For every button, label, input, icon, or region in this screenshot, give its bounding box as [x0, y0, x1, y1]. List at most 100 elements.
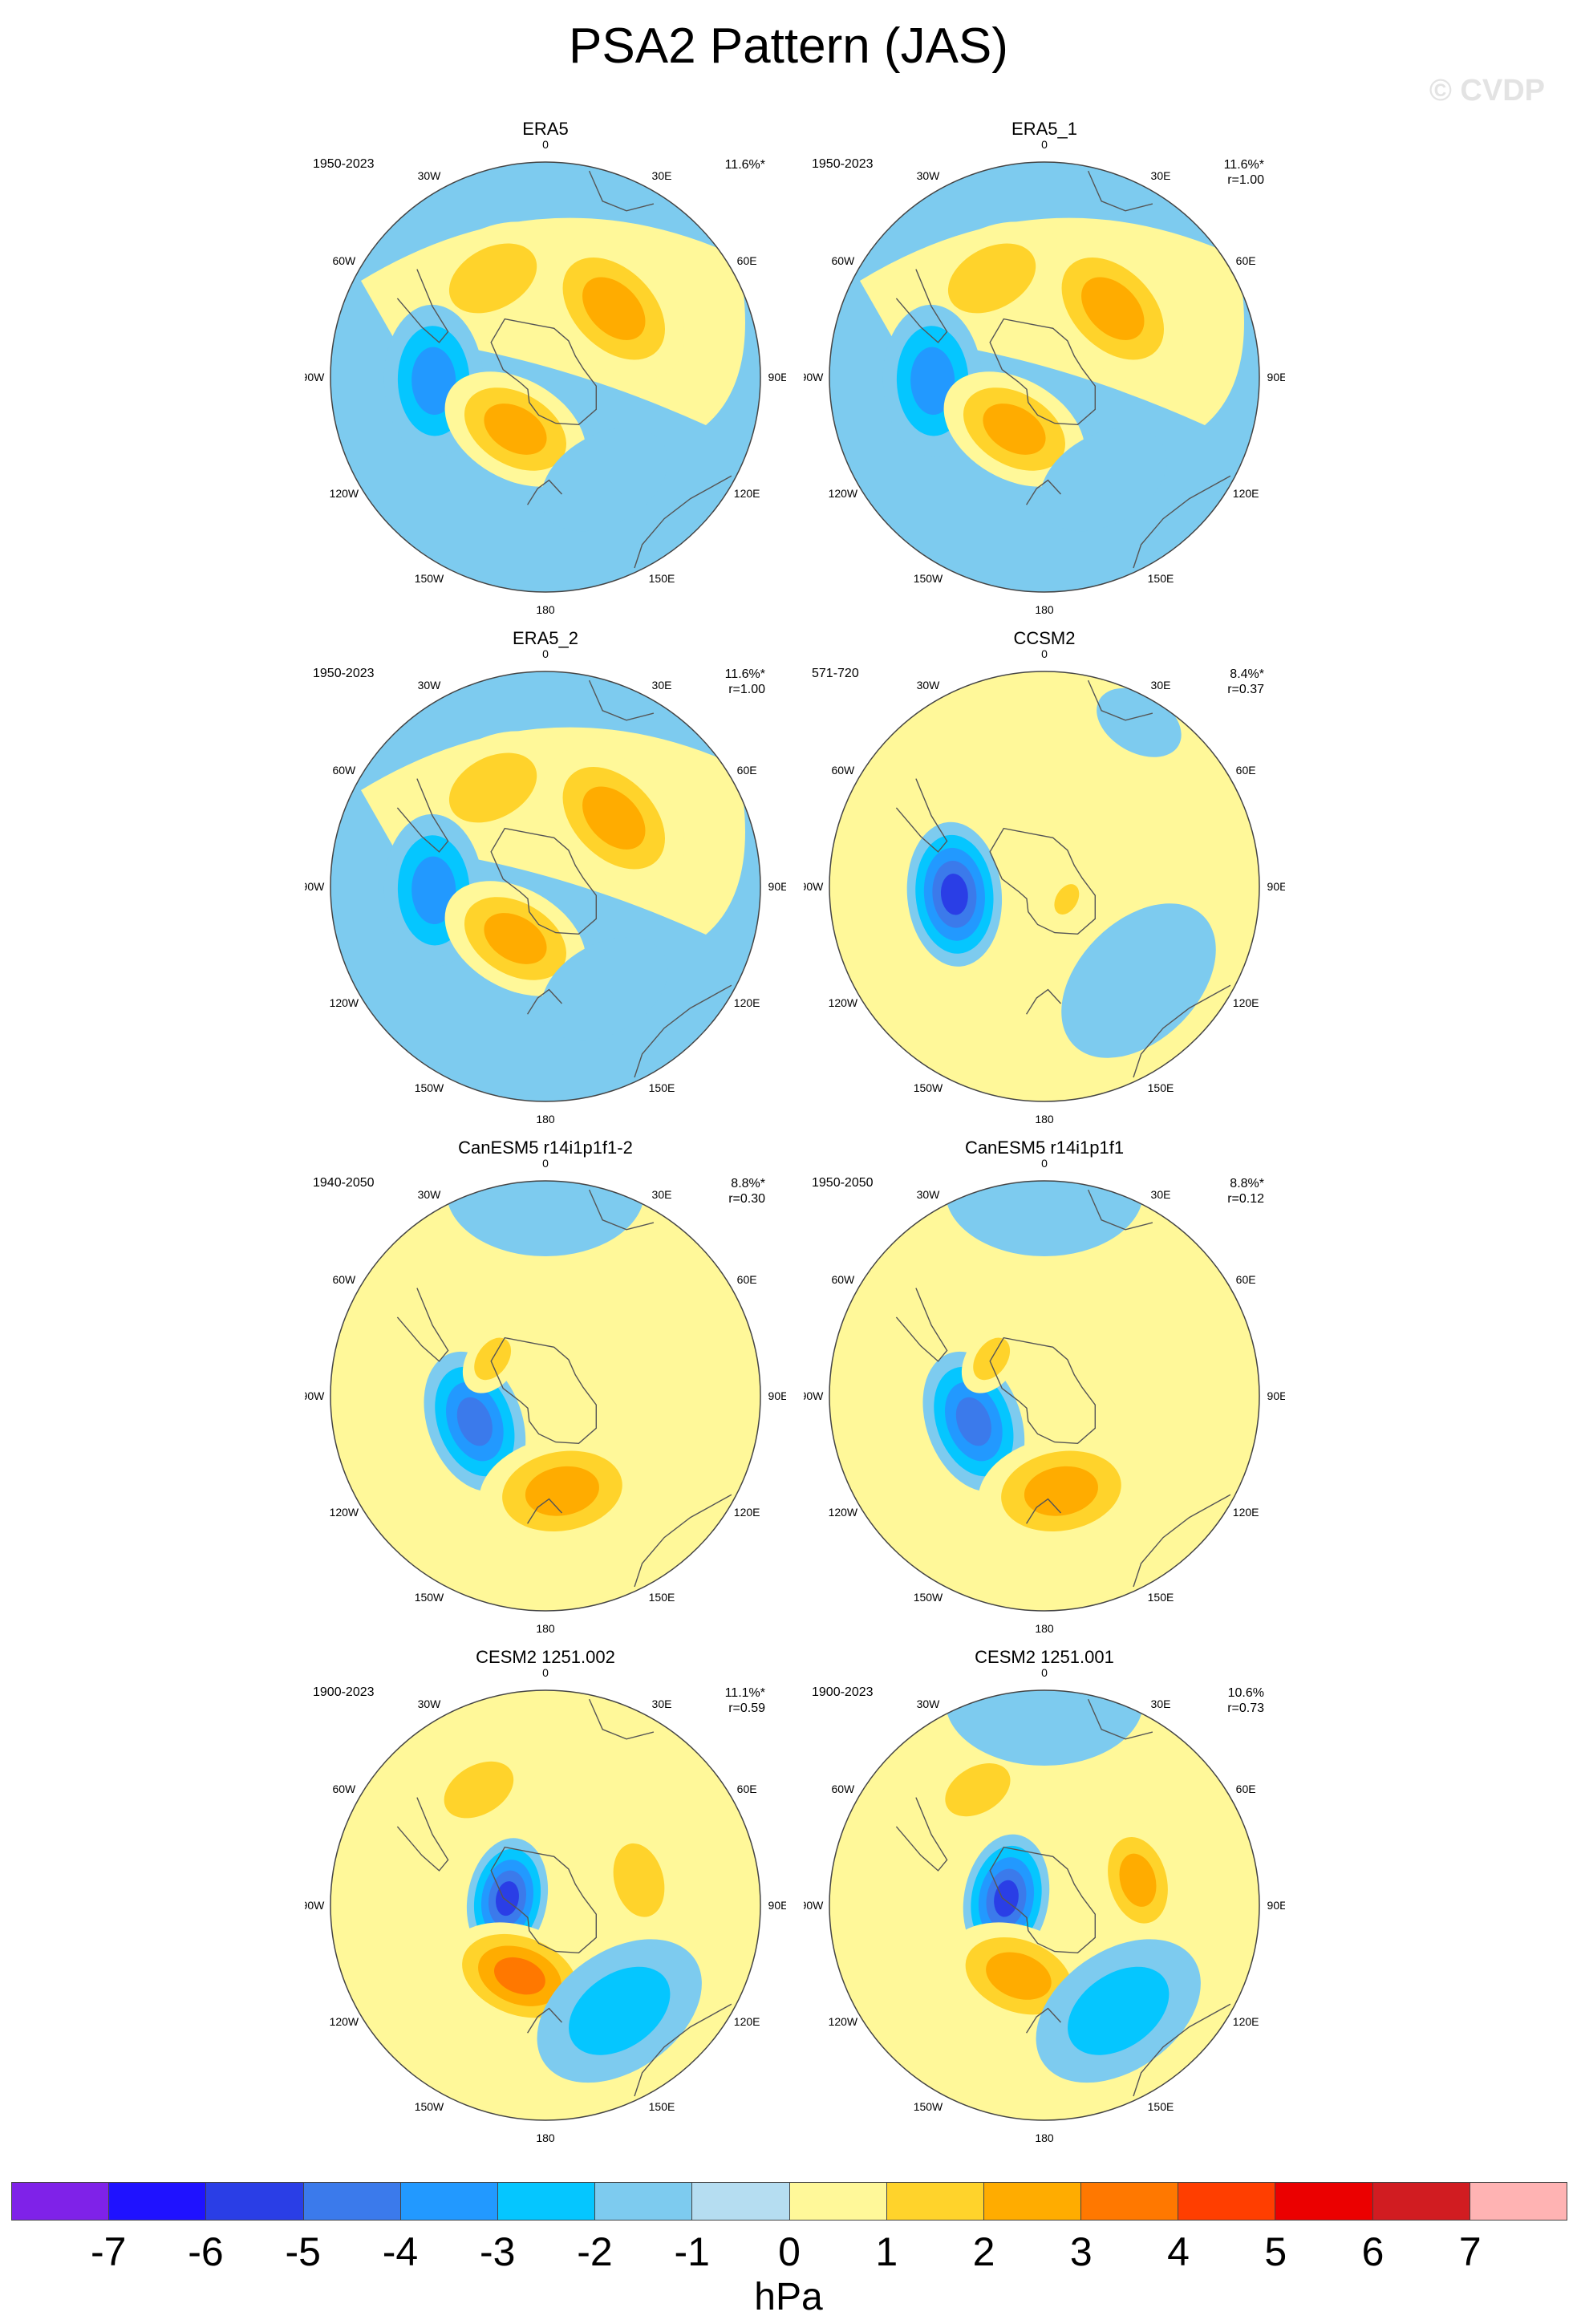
colorbar-swatch	[497, 2183, 595, 2220]
panel-years: 1950-2023	[313, 667, 375, 680]
new-zealand-coastline	[1026, 1498, 1062, 1524]
map-panel: 0 30E 60E 90E 120E 150E 180 150W 120W 90W 60W 30W CE…	[305, 1647, 786, 2156]
longitude-label: 60W	[831, 1273, 855, 1286]
longitude-label: 60E	[737, 254, 757, 267]
map-boundary	[330, 1180, 761, 1612]
colorbar-tick-label: 0	[778, 2229, 801, 2274]
longitude-label: 150E	[649, 572, 675, 585]
panel-pattern-correlation: r=0.12	[1227, 1192, 1264, 1206]
map-boundary	[829, 161, 1260, 593]
longitude-label: 180	[1035, 603, 1054, 616]
longitude-label: 150W	[914, 2100, 943, 2113]
longitude-label: 120W	[330, 487, 359, 500]
anomaly-contour	[448, 243, 537, 314]
panel-variance-pct: 11.1%*	[724, 1686, 765, 1700]
colorbar-tick-label: -3	[480, 2229, 516, 2274]
antarctica-coastline	[490, 318, 597, 426]
longitude-label: 90W	[305, 371, 325, 383]
longitude-label: 150W	[415, 1591, 444, 1604]
map-panel: 0 30E 60E 90E 120E 150E 180 150W 120W 90W 60W 30W ER…	[804, 119, 1285, 628]
anomaly-contour	[446, 1181, 645, 1256]
longitude-label: 0	[542, 1666, 549, 1679]
longitude-label: 150E	[649, 1591, 675, 1604]
map-boundary	[330, 1689, 761, 2121]
anomaly-contour	[910, 347, 955, 416]
polar-map: 0 30E 60E 90E 120E 150E 180 150W 120W 90W 60W 30W	[804, 1666, 1285, 2144]
africa-coastline	[588, 1698, 655, 1740]
longitude-label: 90E	[1267, 1899, 1285, 1912]
longitude-label: 180	[536, 1113, 555, 1125]
longitude-label: 60E	[1236, 254, 1256, 267]
panel-stats: 11.1%* r=0.59	[725, 1685, 765, 1716]
longitude-label: 0	[1041, 1157, 1048, 1170]
longitude-label: 180	[1035, 1113, 1054, 1125]
australia-coastline	[1133, 475, 1231, 569]
longitude-label: 180	[1035, 1622, 1054, 1635]
longitude-label: 0	[542, 1157, 549, 1170]
longitude-label: 150E	[1148, 572, 1174, 585]
longitude-label: 0	[1041, 138, 1048, 151]
south-america-coastline	[895, 1797, 948, 1872]
panel-years: 1900-2023	[812, 1685, 874, 1699]
longitude-label: 60W	[831, 254, 855, 267]
longitude-label: 120W	[829, 2015, 858, 2028]
colorbar-tick-label: -1	[674, 2229, 710, 2274]
antarctica-coastline	[989, 827, 1096, 935]
panel-variance-pct: 8.8%*	[1230, 1177, 1264, 1190]
anomaly-contour	[1119, 1853, 1157, 1907]
longitude-label: 60W	[831, 764, 855, 777]
longitude-label: 60W	[332, 1783, 356, 1795]
longitude-label: 0	[1041, 647, 1048, 660]
longitude-label: 180	[536, 2131, 555, 2144]
longitude-label: 60E	[737, 1783, 757, 1795]
longitude-label: 30E	[652, 679, 672, 692]
anomaly-contour	[1054, 884, 1080, 915]
longitude-label: 30W	[917, 169, 941, 182]
panel-pattern-correlation: r=0.37	[1227, 683, 1264, 696]
panel-variance-pct: 11.6%*	[1223, 158, 1264, 172]
africa-coastline	[1087, 170, 1153, 212]
panel-title: ERA5_1	[1011, 119, 1077, 139]
anomaly-contour	[456, 1397, 493, 1446]
colorbar-swatch	[1275, 2183, 1372, 2220]
panel-variance-pct: 11.6%*	[724, 158, 765, 172]
longitude-label: 150W	[914, 1081, 943, 1094]
africa-coastline	[1087, 1189, 1153, 1231]
panel-stats: 8.8%* r=0.30	[728, 1176, 765, 1207]
anomaly-contour	[411, 856, 456, 925]
longitude-label: 150W	[415, 572, 444, 585]
anomaly-contour	[496, 1881, 519, 1916]
longitude-label: 180	[1035, 2131, 1054, 2144]
longitude-label: 90W	[305, 880, 325, 893]
polar-map: 0 30E 60E 90E 120E 150E 180 150W 120W 90W 60W 30W	[305, 1157, 786, 1635]
longitude-label: 120E	[1233, 2015, 1259, 2028]
anomaly-contour	[947, 243, 1036, 314]
australia-coastline	[634, 2003, 732, 2097]
anomaly-contour	[494, 1957, 545, 1995]
panel-years: 571-720	[812, 667, 859, 680]
anomaly-contour	[541, 428, 668, 532]
longitude-label: 150W	[914, 572, 943, 585]
colorbar-swatch	[1178, 2183, 1275, 2220]
longitude-label: 120W	[330, 2015, 359, 2028]
longitude-label: 60W	[332, 1273, 356, 1286]
new-zealand-coastline	[527, 2007, 563, 2034]
longitude-label: 90W	[804, 1389, 824, 1402]
polar-map: 0 30E 60E 90E 120E 150E 180 150W 120W 90W 60W 30W	[305, 647, 786, 1125]
colorbar-swatch	[399, 2183, 497, 2220]
longitude-label: 180	[536, 1622, 555, 1635]
panel-pattern-correlation: r=1.00	[1227, 173, 1264, 187]
panel-stats: 11.6%*	[725, 157, 765, 172]
south-america-coastline	[895, 1288, 948, 1362]
longitude-label: 150W	[415, 1081, 444, 1094]
antarctica-coastline	[989, 1846, 1096, 1954]
colorbar-swatch	[108, 2183, 206, 2220]
new-zealand-coastline	[1026, 479, 1062, 505]
longitude-label: 120E	[1233, 1506, 1259, 1519]
colorbar-tick-label: 4	[1167, 2229, 1190, 2274]
panel-variance-pct: 8.8%*	[731, 1177, 765, 1190]
panel-years: 1950-2023	[313, 157, 375, 171]
africa-coastline	[1087, 679, 1153, 721]
longitude-label: 150E	[1148, 1081, 1174, 1094]
panel-years: 1940-2050	[313, 1176, 375, 1190]
